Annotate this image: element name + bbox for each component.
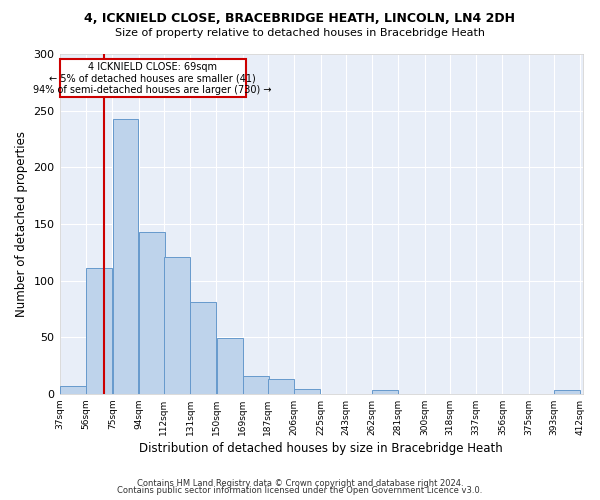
Text: 4, ICKNIELD CLOSE, BRACEBRIDGE HEATH, LINCOLN, LN4 2DH: 4, ICKNIELD CLOSE, BRACEBRIDGE HEATH, LI…	[85, 12, 515, 26]
Text: 94% of semi-detached houses are larger (730) →: 94% of semi-detached houses are larger (…	[34, 84, 272, 94]
Bar	[60, 386, 86, 394]
Text: 4 ICKNIELD CLOSE: 69sqm: 4 ICKNIELD CLOSE: 69sqm	[88, 62, 217, 72]
Bar	[190, 302, 216, 394]
Bar	[217, 338, 242, 394]
Text: Contains HM Land Registry data © Crown copyright and database right 2024.: Contains HM Land Registry data © Crown c…	[137, 478, 463, 488]
Bar	[59, 58, 245, 97]
Bar	[295, 390, 320, 394]
Bar	[554, 390, 580, 394]
Y-axis label: Number of detached properties: Number of detached properties	[15, 131, 28, 317]
Bar	[372, 390, 398, 394]
Bar	[243, 376, 269, 394]
Bar	[164, 257, 190, 394]
Text: ← 5% of detached houses are smaller (41): ← 5% of detached houses are smaller (41)	[49, 74, 256, 84]
X-axis label: Distribution of detached houses by size in Bracebridge Heath: Distribution of detached houses by size …	[139, 442, 503, 455]
Bar	[268, 379, 294, 394]
Bar	[86, 268, 112, 394]
Text: Size of property relative to detached houses in Bracebridge Heath: Size of property relative to detached ho…	[115, 28, 485, 38]
Text: Contains public sector information licensed under the Open Government Licence v3: Contains public sector information licen…	[118, 486, 482, 495]
Bar	[139, 232, 165, 394]
Bar	[113, 118, 139, 394]
